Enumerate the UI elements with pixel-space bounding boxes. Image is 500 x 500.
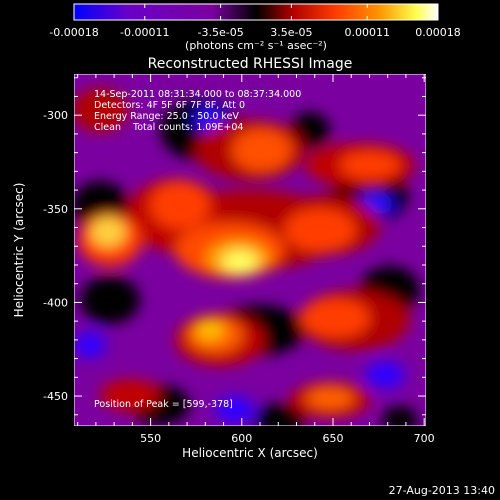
y-tick-label: -450 [43, 390, 68, 403]
y-tick-label: -350 [43, 203, 68, 216]
plot-axes: 550 600 650 700 -300 -350 -400 -450 [43, 74, 435, 445]
y-tick-label: -300 [43, 109, 68, 122]
info-overlay: 14-Sep-2011 08:31:34.000 to 08:37:34.000… [94, 89, 301, 410]
info-line-clean: Clean Total counts: 1.09E+04 [94, 122, 243, 133]
info-line-time: 14-Sep-2011 08:31:34.000 to 08:37:34.000 [94, 89, 301, 100]
x-tick-label: 550 [140, 432, 161, 445]
info-line-energy: Energy Range: 25.0 - 50.0 keV [94, 111, 239, 122]
colorbar-ticks: -0.00018 -0.00011 -3.5e-05 3.5e-05 0.00011 0.… [49, 4, 461, 39]
x-tick-label: 600 [231, 432, 252, 445]
colorbar-unit-label: (photons cm⁻² s⁻¹ asec⁻²) [185, 39, 327, 52]
x-tick-label: 650 [322, 432, 343, 445]
rhessi-image [74, 74, 426, 426]
info-line-detectors: Detectors: 4F 5F 6F 7F 8F, Att 0 [94, 100, 245, 111]
colorbar-gradient [73, 3, 439, 21]
x-tick-label: 700 [414, 432, 435, 445]
colorbar-tick-label: 0.00011 [344, 26, 390, 39]
colorbar-tick-label: -0.00018 [49, 26, 98, 39]
plot-title: Reconstructed RHESSI Image [148, 56, 353, 72]
y-tick-label: -400 [43, 296, 68, 309]
colorbar-tick-label: -3.5e-05 [198, 26, 244, 39]
colorbar-tick-label: -0.00011 [120, 26, 169, 39]
colorbar-tick-label: 3.5e-05 [270, 26, 312, 39]
y-axis-label: Heliocentric Y (arcsec) [12, 183, 26, 318]
colorbar: -0.00018 -0.00011 -3.5e-05 3.5e-05 0.00011 0.… [49, 3, 461, 52]
colorbar-tick-label: 0.00018 [415, 26, 461, 39]
footer-timestamp: 27-Aug-2013 13:40 [389, 484, 495, 497]
x-axis-label: Heliocentric X (arcsec) [182, 446, 318, 460]
peak-position-label: Position of Peak = [599,-378] [94, 399, 233, 410]
